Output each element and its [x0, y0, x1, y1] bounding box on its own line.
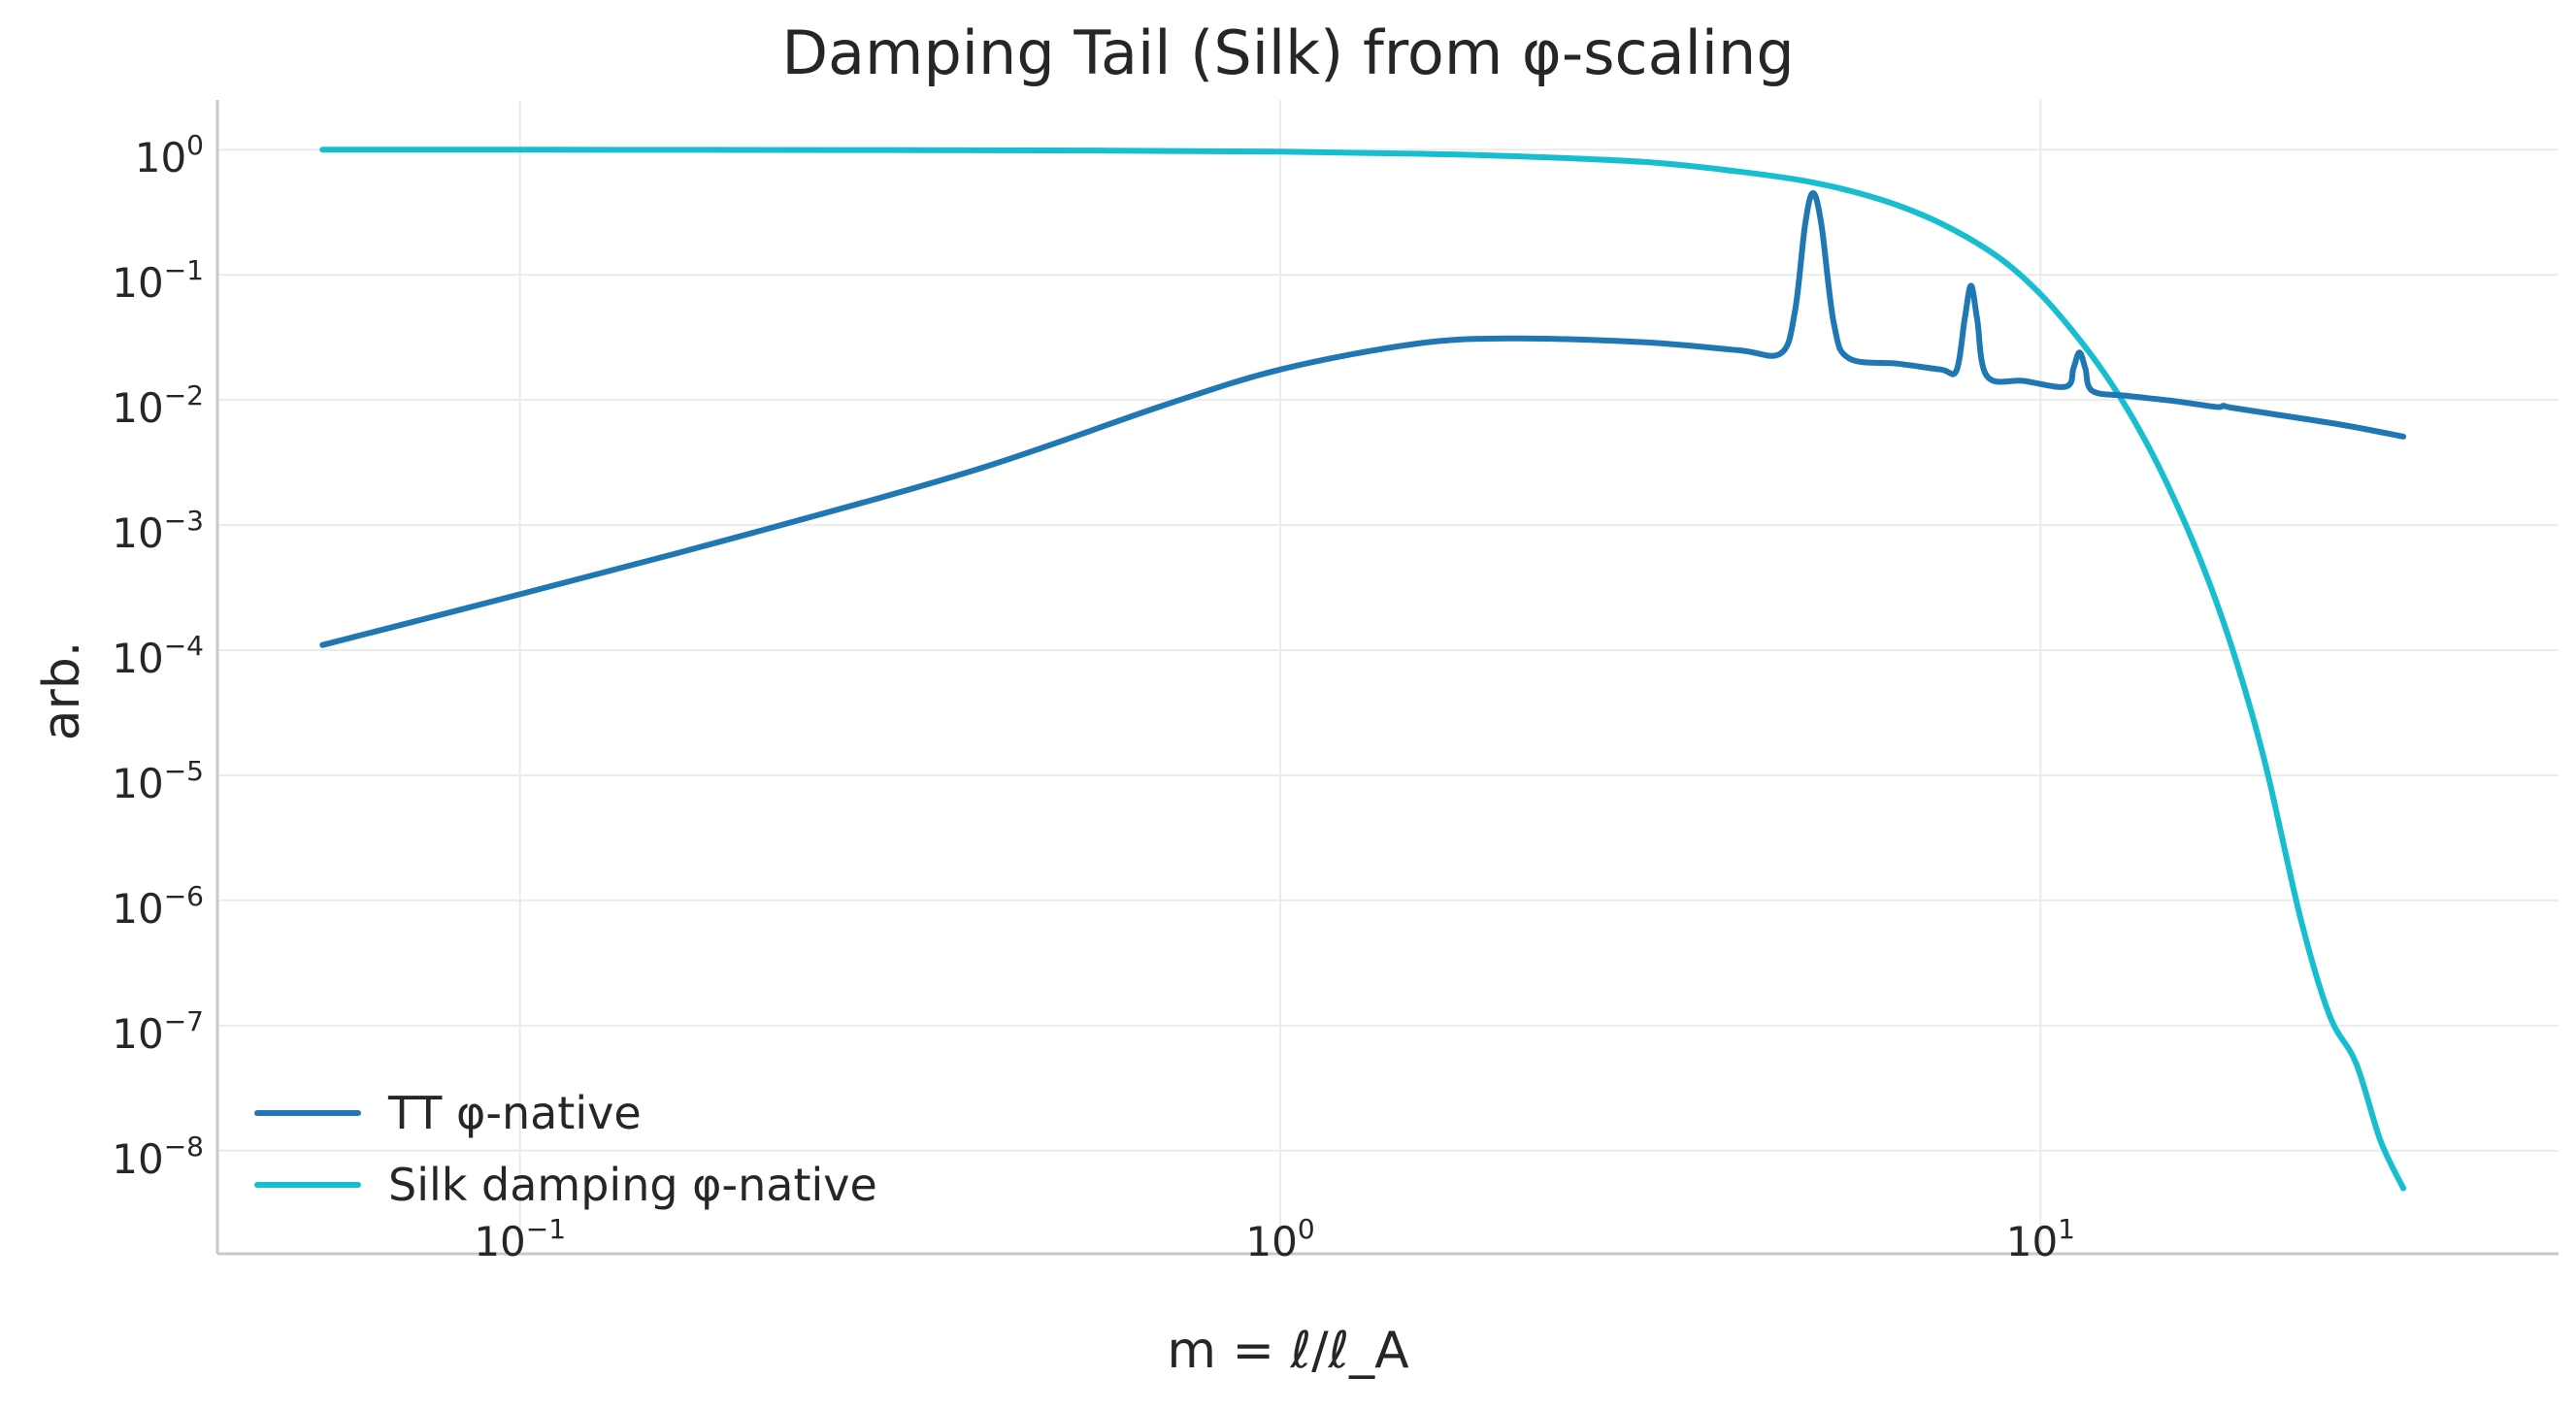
- y-tick-exponent: 0: [186, 129, 204, 162]
- x-tick-exponent: 1: [2058, 1213, 2075, 1245]
- y-tick-base: 10: [112, 1009, 164, 1058]
- y-tick-exponent: −8: [163, 1130, 204, 1163]
- series-line-tt: [319, 190, 2407, 648]
- x-tick-label: 10−1: [474, 1213, 566, 1265]
- legend-item-silk: Silk damping φ-native: [254, 1149, 877, 1221]
- x-tick-exponent: −1: [525, 1213, 567, 1245]
- x-tick-base: 10: [2005, 1218, 2059, 1265]
- y-tick-label: 10−2: [112, 379, 204, 432]
- y-tick-label: 100: [135, 129, 204, 181]
- y-tick-exponent: −3: [163, 505, 204, 538]
- y-tick-exponent: −4: [163, 630, 204, 663]
- y-tick-label: 10−7: [112, 1005, 204, 1058]
- y-tick-base: 10: [134, 134, 187, 182]
- legend-item-tt: TT φ-native: [254, 1077, 877, 1149]
- legend-swatch-silk: [254, 1182, 361, 1188]
- y-tick-base: 10: [112, 509, 164, 558]
- y-tick-base: 10: [112, 884, 164, 933]
- y-gridlines: [217, 148, 2559, 1152]
- x-axis-label: m = ℓ/ℓ_A: [1167, 1322, 1409, 1380]
- legend-swatch-tt: [254, 1110, 361, 1116]
- y-tick-base: 10: [112, 1134, 164, 1183]
- y-tick-base: 10: [112, 384, 164, 433]
- x-tick-base: 10: [474, 1218, 526, 1265]
- x-tick-label: 100: [1245, 1213, 1314, 1265]
- y-tick-label: 10−3: [112, 505, 204, 557]
- x-tick-base: 10: [1245, 1218, 1298, 1265]
- legend-label-silk: Silk damping φ-native: [388, 1159, 877, 1211]
- y-tick-label: 10−5: [112, 755, 204, 807]
- y-tick-base: 10: [112, 635, 164, 683]
- chart-title: Damping Tail (Silk) from φ-scaling: [781, 17, 1795, 88]
- axes: [215, 100, 2559, 1256]
- series-layer: [319, 147, 2407, 1192]
- y-tick-label: 10−6: [112, 880, 204, 933]
- y-tick-label: 10−8: [112, 1131, 204, 1183]
- x-tick-label: 101: [2006, 1213, 2075, 1265]
- y-tick-label: 10−4: [112, 630, 204, 682]
- y-tick-exponent: −1: [163, 254, 204, 287]
- y-tick-exponent: −7: [163, 1004, 204, 1037]
- series-line-silk: [319, 147, 2407, 1192]
- y-tick-base: 10: [112, 759, 164, 807]
- y-tick-exponent: −2: [163, 379, 204, 412]
- legend-label-tt: TT φ-native: [388, 1087, 642, 1139]
- y-tick-exponent: −5: [163, 754, 204, 787]
- y-tick-exponent: −6: [163, 879, 204, 912]
- y-tick-label: 10−1: [112, 254, 204, 307]
- legend: TT φ-native Silk damping φ-native: [254, 1077, 877, 1221]
- y-axis-label: arb.: [33, 640, 91, 741]
- y-tick-base: 10: [112, 259, 164, 308]
- x-tick-exponent: 0: [1297, 1213, 1315, 1245]
